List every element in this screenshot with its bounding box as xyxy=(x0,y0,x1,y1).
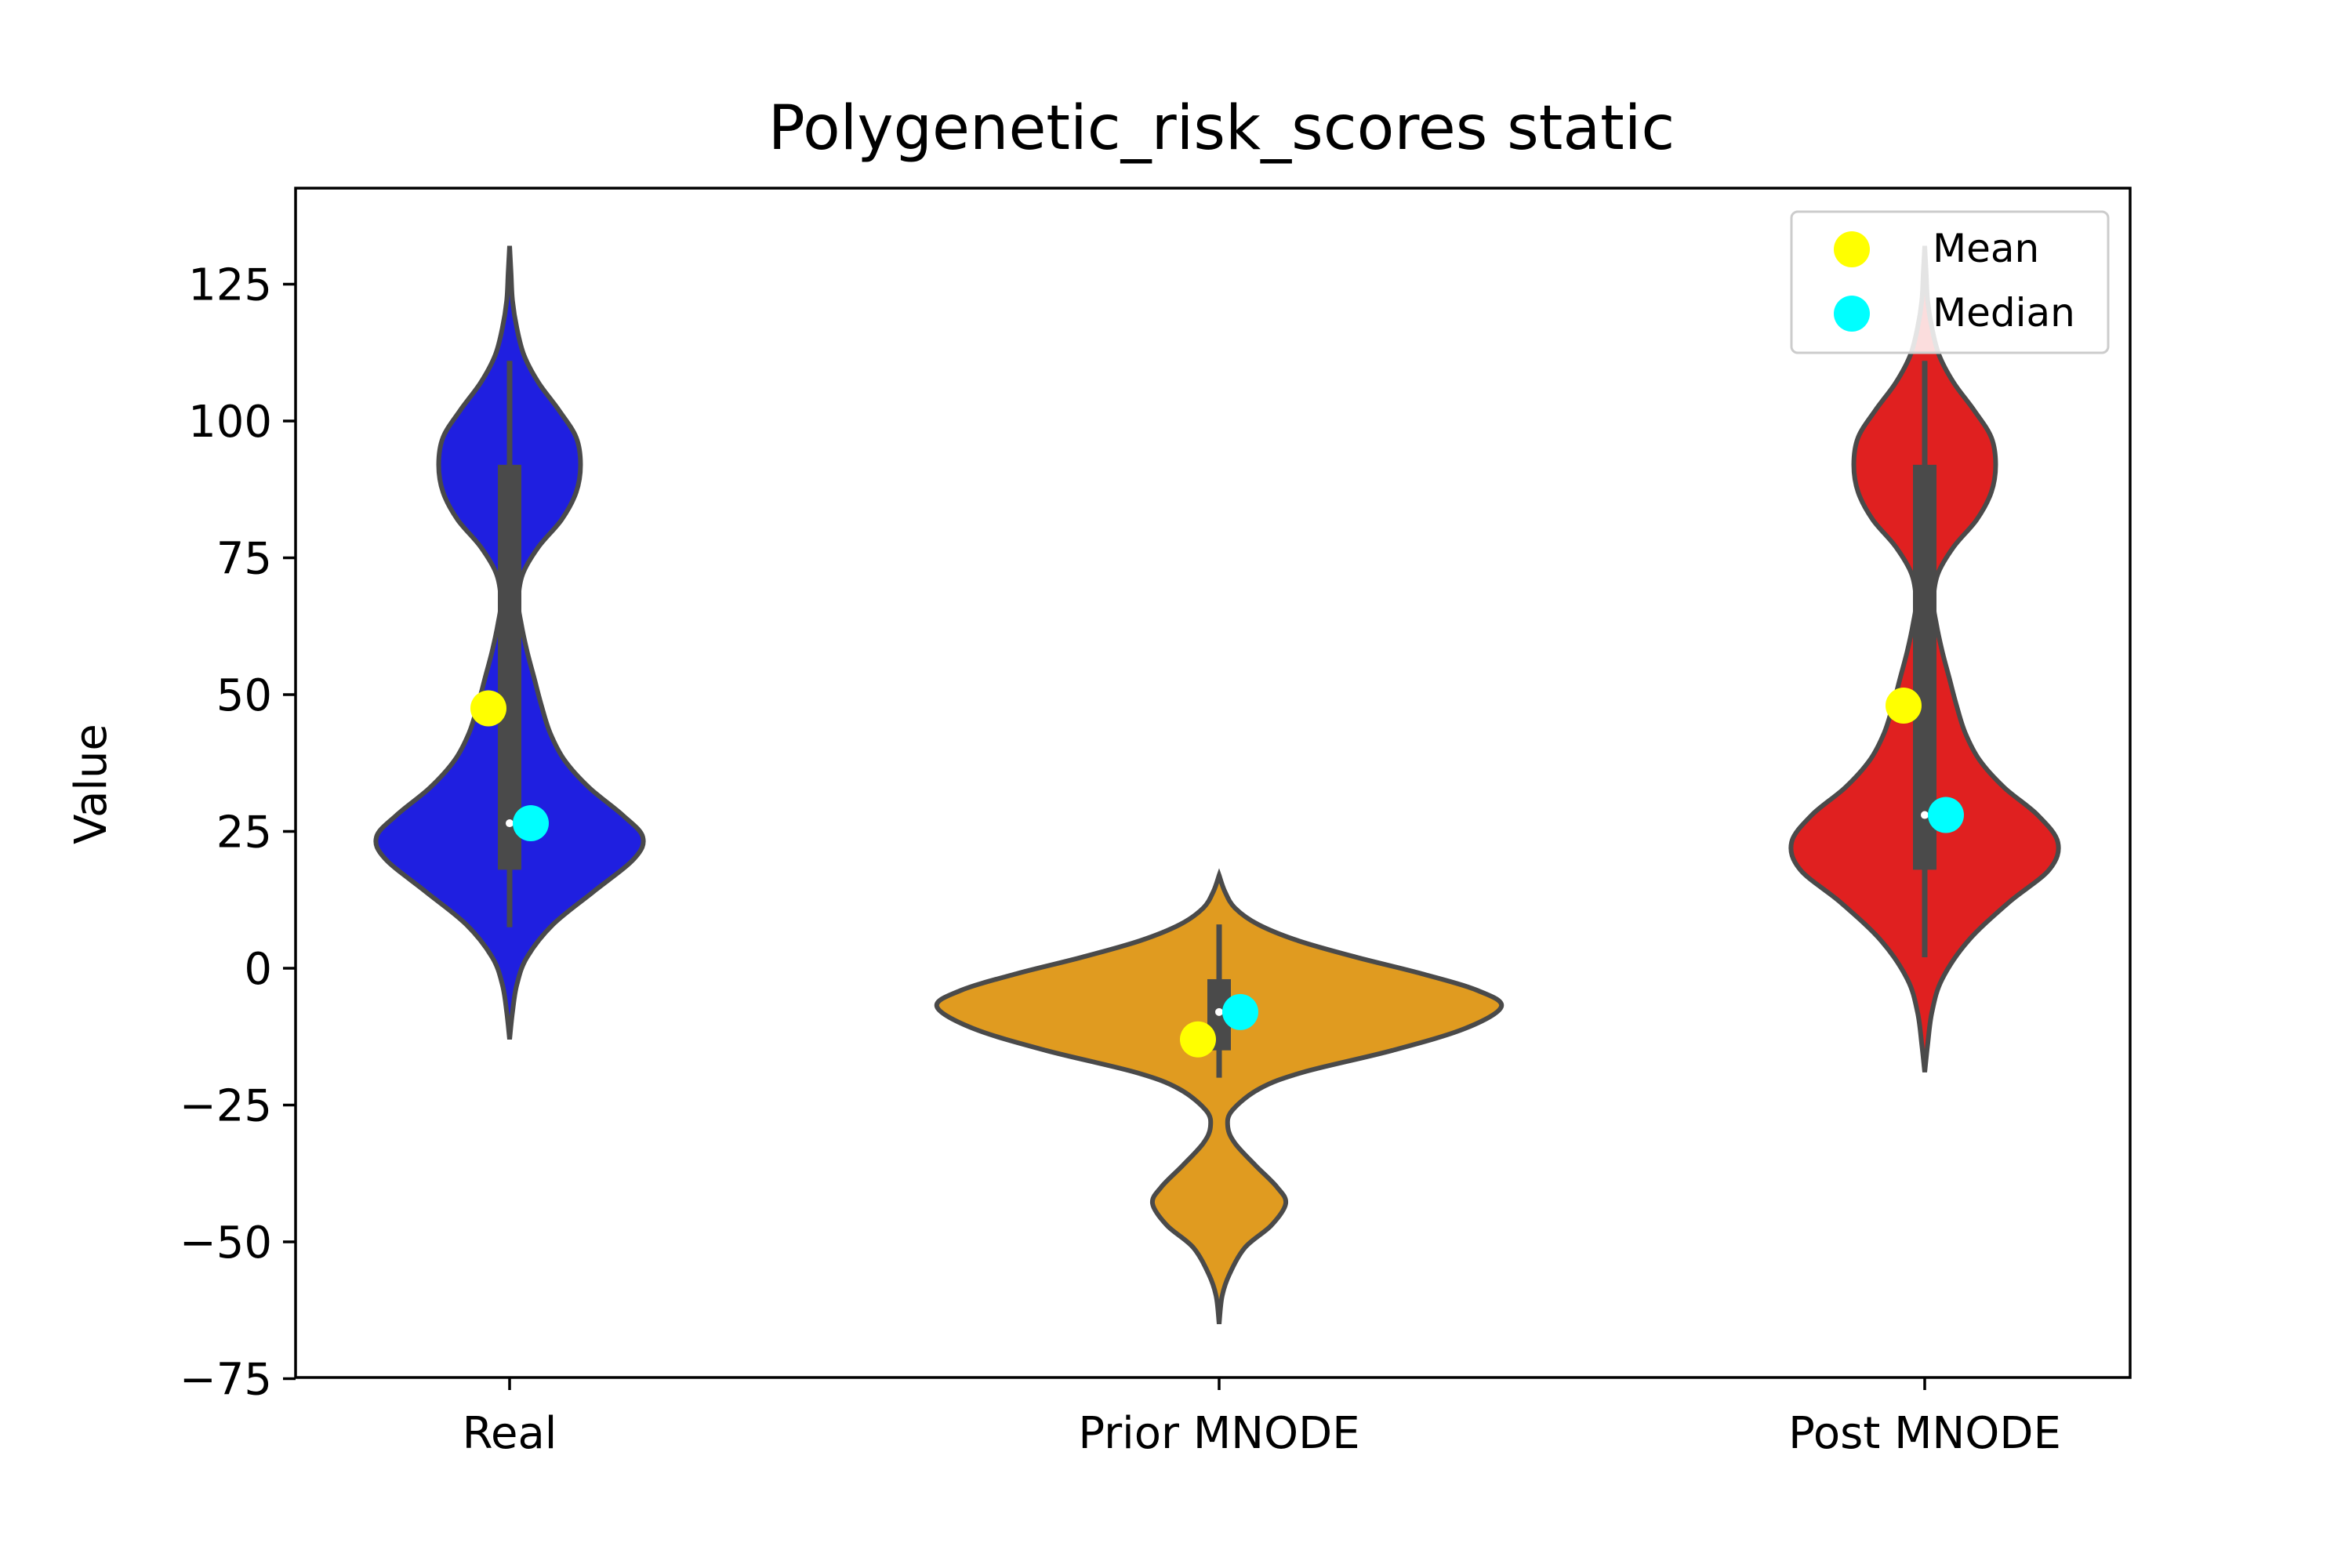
legend-median-marker xyxy=(1834,296,1870,332)
y-tick-label: 75 xyxy=(216,534,272,585)
y-tick-label: 25 xyxy=(216,808,272,858)
legend-box xyxy=(1790,210,2110,354)
inner-median-dot-post-mnode xyxy=(1921,811,1929,819)
iqr-box-real xyxy=(498,464,521,870)
y-tick-label: −50 xyxy=(180,1218,272,1269)
iqr-box-post-mnode xyxy=(1913,464,1936,870)
legend-mean-marker xyxy=(1834,231,1870,267)
plot-frame xyxy=(294,187,2132,1379)
y-axis-label: Value xyxy=(66,724,117,844)
y-tick-label: 0 xyxy=(244,944,272,995)
x-tick-label: Prior MNODE xyxy=(1078,1408,1359,1459)
chart-title: Polygenetic_risk_scores static xyxy=(768,93,1675,164)
inner-median-dot-real xyxy=(506,819,514,828)
median-marker-post-mnode xyxy=(1928,797,1964,833)
median-marker-prior-mnode xyxy=(1222,993,1258,1030)
median-marker-real xyxy=(513,805,549,842)
mean-marker-post-mnode xyxy=(1886,687,1922,724)
legend-mean-label: Mean xyxy=(1933,226,2039,271)
y-tick-label: 50 xyxy=(216,670,272,721)
legend: Mean Median xyxy=(1790,210,2110,354)
x-tick-label: Real xyxy=(463,1408,557,1459)
x-axis-ticks: Real Prior MNODE Post MNODE xyxy=(463,1377,2061,1459)
mean-marker-prior-mnode xyxy=(1180,1021,1216,1058)
y-tick-label: −25 xyxy=(180,1081,272,1132)
mean-marker-real xyxy=(470,690,506,727)
y-tick-label: −75 xyxy=(180,1355,272,1406)
violins-group xyxy=(373,245,2061,1325)
violin-prior-mnode xyxy=(934,868,1504,1325)
inner-median-dot-prior-mnode xyxy=(1215,1007,1223,1016)
legend-median-label: Median xyxy=(1933,290,2075,336)
x-tick-label: Post MNODE xyxy=(1788,1408,2061,1459)
y-tick-label: 125 xyxy=(188,260,272,311)
y-tick-label: 100 xyxy=(188,397,272,448)
y-axis-ticks: −75 −50 −25 0 25 50 75 100 125 xyxy=(180,260,296,1406)
